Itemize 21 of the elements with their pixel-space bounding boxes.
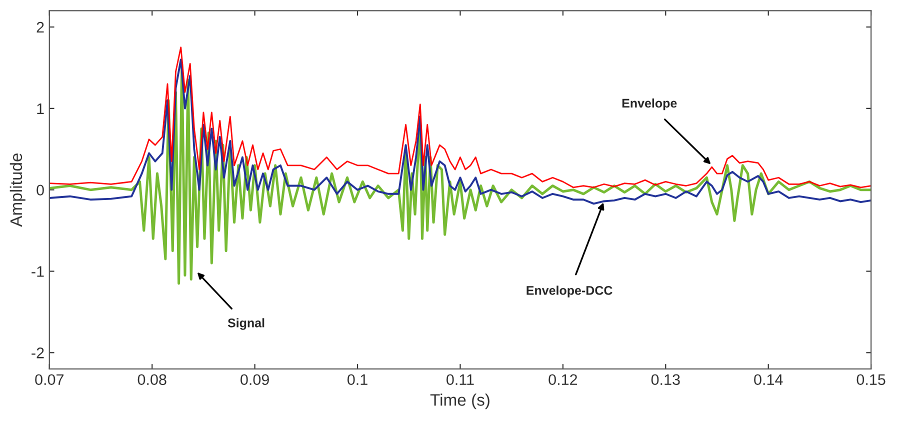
x-tick-label: 0.15	[856, 374, 886, 386]
x-tick-label: 0.09	[240, 374, 269, 386]
x-tick-label: 0.1	[347, 374, 368, 386]
x-tick-label: 0.14	[754, 374, 783, 386]
annotation: Envelope	[622, 98, 677, 110]
y-tick-label: -1	[32, 266, 44, 277]
y-tick-label: 1	[37, 103, 44, 114]
x-tick-label: 0.12	[548, 374, 578, 386]
x-tick-label: 0.13	[651, 374, 680, 386]
y-tick-label: 0	[36, 184, 44, 196]
y-axis-title: Amplitude	[10, 154, 26, 227]
x-tick-label: 0.11	[446, 374, 474, 386]
line-series	[49, 46, 872, 188]
x-tick-label: 0.07	[35, 374, 64, 386]
x-tick-label: 0.08	[138, 374, 166, 386]
y-tick-label: 2	[36, 22, 44, 33]
annotation: Signal	[228, 318, 264, 330]
x-axis-title: Time (s)	[430, 394, 490, 410]
line-series	[49, 58, 872, 205]
annotation: Envelope-DCC	[526, 286, 612, 298]
y-tick-label: -2	[32, 348, 44, 358]
